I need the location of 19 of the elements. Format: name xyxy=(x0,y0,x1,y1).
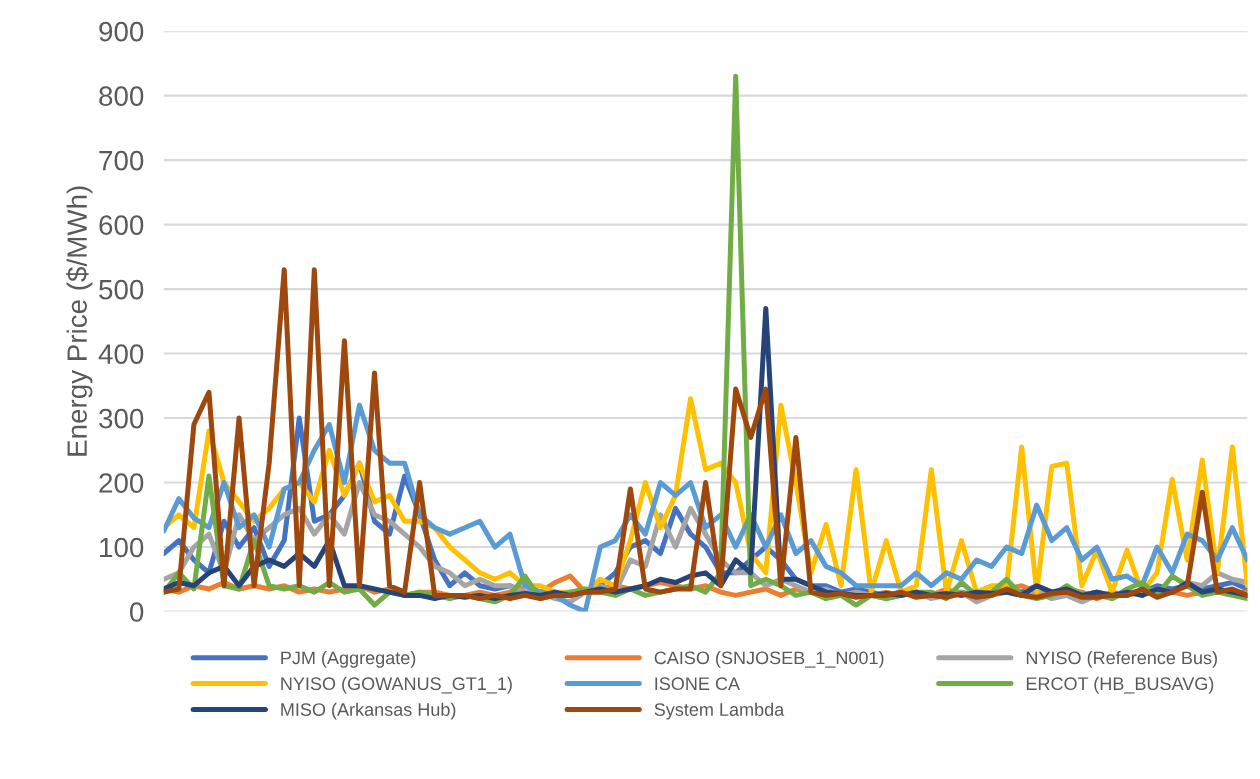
legend-label: CAISO (SNJOSEB_1_N001) xyxy=(654,650,884,668)
legend-label: MISO (Arkansas Hub) xyxy=(281,702,456,720)
y-tick-label: 700 xyxy=(99,150,144,171)
legend-label: ISONE CA xyxy=(655,677,740,691)
legend-label: NYISO (Reference Bus) xyxy=(1026,650,1217,668)
y-tick-label: 200 xyxy=(99,473,144,493)
y-tick-label: 600 xyxy=(99,215,144,235)
y-axis-title: Energy Price ($/MWh) xyxy=(66,186,93,456)
y-tick-label: 900 xyxy=(99,21,144,42)
y-tick-label: 500 xyxy=(99,279,144,300)
y-tick-label: 0 xyxy=(129,602,144,622)
legend-label: System Lambda xyxy=(654,702,785,720)
y-tick-label: 800 xyxy=(99,86,144,106)
y-tick-label: 300 xyxy=(99,408,144,429)
y-tick-label: 100 xyxy=(100,537,144,558)
legend-label: PJM (Aggregate) xyxy=(281,650,416,668)
legend-label: ERCOT (HB_BUSAVG) xyxy=(1026,676,1214,694)
legend-label: NYISO (GOWANUS_GT1_1) xyxy=(281,676,512,694)
y-tick-label: 400 xyxy=(98,344,144,364)
